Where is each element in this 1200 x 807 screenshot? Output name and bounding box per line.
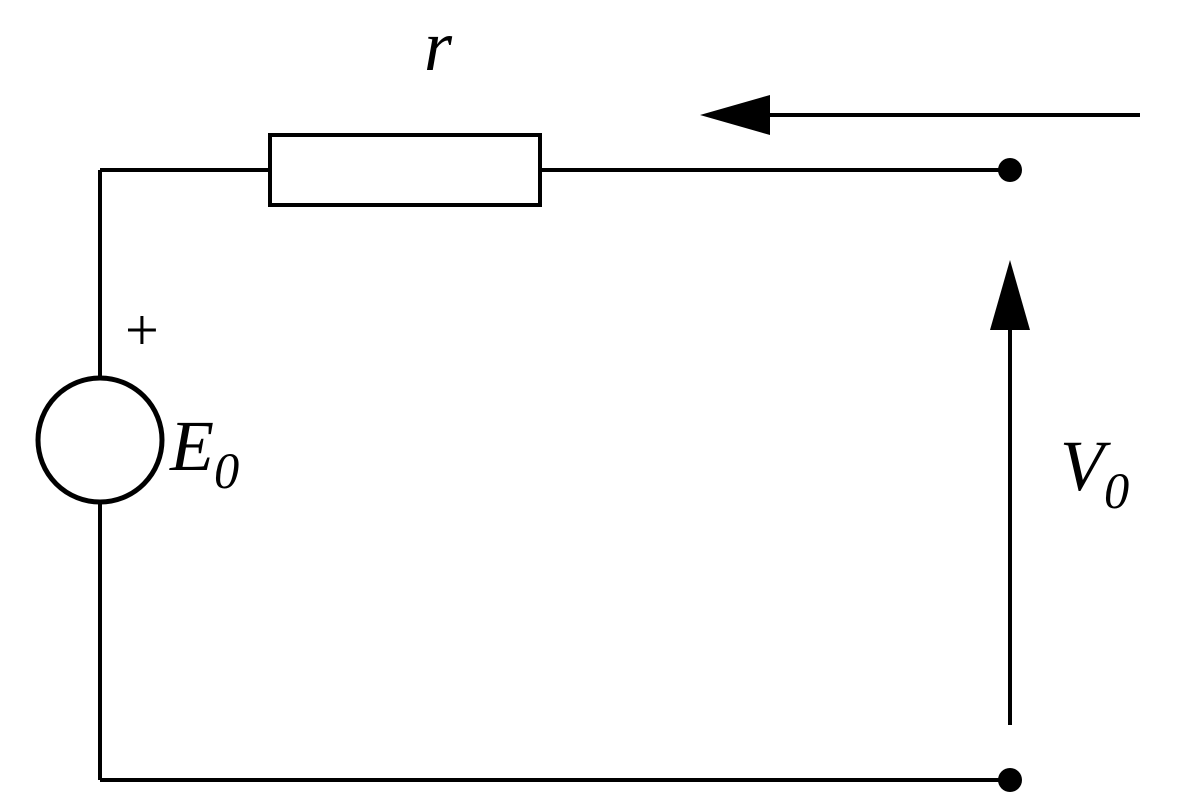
terminal-top <box>998 158 1022 182</box>
voltage-source <box>38 378 162 502</box>
resistor <box>270 135 540 205</box>
voltage-label: V0 <box>1060 426 1129 519</box>
voltage-arrow-head <box>990 260 1030 330</box>
source-label-sub: 0 <box>214 443 239 499</box>
resistor-label: r <box>424 6 453 86</box>
source-label: E0 <box>169 406 239 499</box>
voltage-label-sub: 0 <box>1104 463 1129 519</box>
current-arrow-head <box>700 95 770 135</box>
plus-sign: + <box>125 297 159 363</box>
source-label-main: E <box>169 406 214 486</box>
terminal-bottom <box>998 768 1022 792</box>
circuit-diagram: r + E0 V0 <box>0 0 1200 807</box>
resistor-label-main: r <box>424 6 453 86</box>
